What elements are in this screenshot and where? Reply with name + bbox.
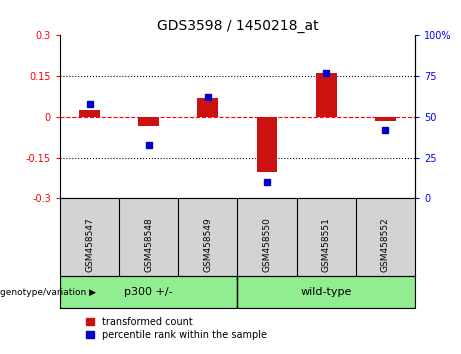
Bar [138, 117, 159, 126]
Bar [237, 276, 415, 308]
Text: p300 +/-: p300 +/- [124, 287, 173, 297]
Title: GDS3598 / 1450218_at: GDS3598 / 1450218_at [157, 19, 318, 33]
Text: GSM458548: GSM458548 [144, 217, 153, 272]
Text: GSM458552: GSM458552 [381, 217, 390, 272]
Text: GSM458551: GSM458551 [322, 217, 331, 272]
Legend: transformed count, percentile rank within the sample: transformed count, percentile rank withi… [83, 313, 271, 343]
Text: genotype/variation ▶: genotype/variation ▶ [0, 287, 96, 297]
Text: wild-type: wild-type [301, 287, 352, 297]
Bar [79, 110, 100, 117]
Text: GSM458549: GSM458549 [203, 217, 213, 272]
Bar [316, 73, 337, 117]
Bar [257, 117, 278, 172]
Bar [375, 117, 396, 121]
Bar [197, 98, 218, 117]
Text: GSM458547: GSM458547 [85, 217, 94, 272]
Text: GSM458550: GSM458550 [262, 217, 272, 272]
Bar [60, 276, 237, 308]
